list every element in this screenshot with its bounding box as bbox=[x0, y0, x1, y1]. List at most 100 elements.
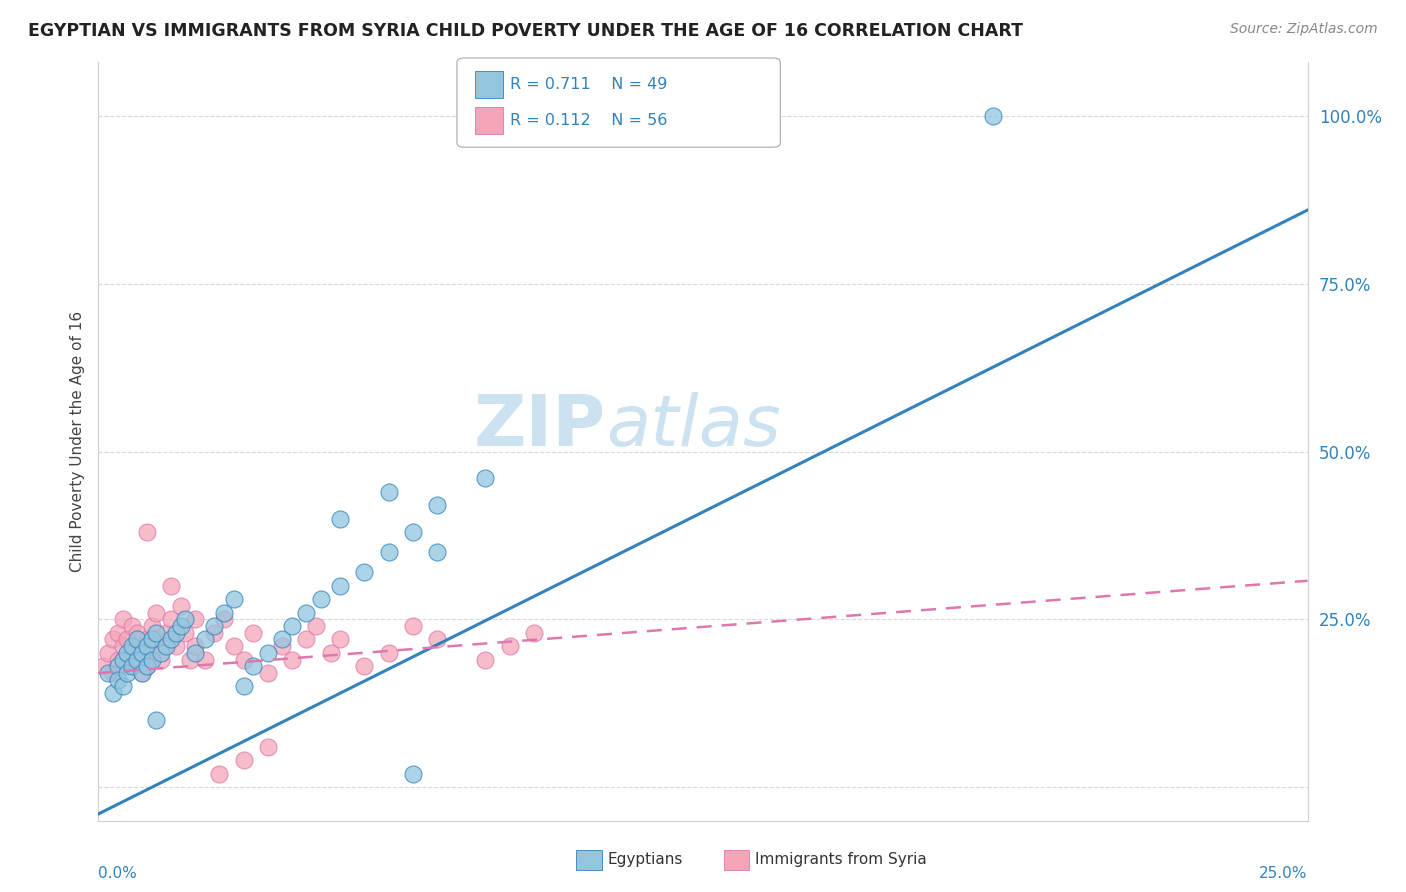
Point bbox=[271, 632, 294, 647]
Point bbox=[204, 619, 226, 633]
Point bbox=[319, 646, 342, 660]
Point bbox=[155, 625, 177, 640]
Point bbox=[131, 646, 153, 660]
Point bbox=[117, 666, 139, 681]
Point bbox=[131, 639, 153, 653]
Point bbox=[160, 612, 183, 626]
Point bbox=[117, 632, 139, 647]
Point bbox=[127, 632, 149, 647]
Text: R = 0.711    N = 49: R = 0.711 N = 49 bbox=[510, 78, 668, 92]
Point bbox=[212, 606, 235, 620]
Point bbox=[232, 652, 254, 666]
Point bbox=[184, 646, 207, 660]
Text: 0.0%: 0.0% bbox=[98, 866, 138, 881]
Point bbox=[232, 753, 254, 767]
Point bbox=[498, 639, 520, 653]
Text: EGYPTIAN VS IMMIGRANTS FROM SYRIA CHILD POVERTY UNDER THE AGE OF 16 CORRELATION : EGYPTIAN VS IMMIGRANTS FROM SYRIA CHILD … bbox=[28, 22, 1024, 40]
Point bbox=[141, 646, 163, 660]
Point bbox=[232, 680, 254, 694]
Point bbox=[135, 659, 157, 673]
Point bbox=[121, 619, 143, 633]
Point bbox=[155, 639, 177, 653]
Point bbox=[107, 652, 129, 666]
Point bbox=[295, 606, 318, 620]
Point bbox=[242, 659, 264, 673]
Text: Egyptians: Egyptians bbox=[607, 853, 683, 867]
Point bbox=[377, 545, 399, 559]
Point bbox=[305, 619, 328, 633]
Point bbox=[117, 659, 139, 673]
Point bbox=[212, 612, 235, 626]
Point bbox=[121, 659, 143, 673]
Point bbox=[981, 109, 1004, 123]
Point bbox=[135, 632, 157, 647]
Point bbox=[145, 713, 167, 727]
Point bbox=[135, 659, 157, 673]
Point bbox=[174, 625, 197, 640]
Text: Immigrants from Syria: Immigrants from Syria bbox=[755, 853, 927, 867]
Point bbox=[204, 625, 226, 640]
Point bbox=[474, 652, 496, 666]
Text: R = 0.112    N = 56: R = 0.112 N = 56 bbox=[510, 113, 668, 128]
Point bbox=[91, 659, 114, 673]
Point bbox=[329, 512, 352, 526]
Text: atlas: atlas bbox=[606, 392, 780, 461]
Point bbox=[131, 666, 153, 681]
Point bbox=[329, 632, 352, 647]
Point bbox=[111, 639, 134, 653]
Point bbox=[194, 632, 217, 647]
Point bbox=[135, 525, 157, 540]
Point bbox=[111, 680, 134, 694]
Point bbox=[208, 766, 231, 780]
Point bbox=[131, 666, 153, 681]
Point bbox=[256, 646, 278, 660]
Point bbox=[111, 612, 134, 626]
Point bbox=[402, 525, 425, 540]
Point bbox=[101, 666, 124, 681]
Point bbox=[281, 619, 304, 633]
Point bbox=[184, 639, 207, 653]
Point bbox=[377, 484, 399, 499]
Point bbox=[426, 545, 449, 559]
Point bbox=[165, 639, 187, 653]
Point bbox=[174, 612, 197, 626]
Point bbox=[295, 632, 318, 647]
Point bbox=[256, 739, 278, 754]
Point bbox=[145, 625, 167, 640]
Point bbox=[107, 625, 129, 640]
Text: ZIP: ZIP bbox=[474, 392, 606, 461]
Point bbox=[101, 632, 124, 647]
Point bbox=[97, 666, 120, 681]
Point bbox=[256, 666, 278, 681]
Point bbox=[353, 566, 375, 580]
Point bbox=[169, 619, 191, 633]
Point bbox=[222, 592, 245, 607]
Point bbox=[141, 619, 163, 633]
Point bbox=[169, 599, 191, 613]
Point bbox=[353, 659, 375, 673]
Point bbox=[222, 639, 245, 653]
Point bbox=[101, 686, 124, 700]
Point bbox=[135, 639, 157, 653]
Point bbox=[141, 632, 163, 647]
Point bbox=[179, 652, 201, 666]
Point bbox=[474, 471, 496, 485]
Point bbox=[160, 632, 183, 647]
Point bbox=[165, 625, 187, 640]
Point bbox=[111, 652, 134, 666]
Point bbox=[194, 652, 217, 666]
Point bbox=[402, 619, 425, 633]
Point bbox=[97, 646, 120, 660]
Text: 25.0%: 25.0% bbox=[1260, 866, 1308, 881]
Point bbox=[107, 673, 129, 687]
Point bbox=[426, 498, 449, 512]
Point bbox=[160, 579, 183, 593]
Point bbox=[141, 652, 163, 666]
Point bbox=[377, 646, 399, 660]
Point bbox=[127, 652, 149, 666]
Point bbox=[402, 766, 425, 780]
Point bbox=[150, 652, 173, 666]
Y-axis label: Child Poverty Under the Age of 16: Child Poverty Under the Age of 16 bbox=[69, 311, 84, 572]
Point bbox=[145, 632, 167, 647]
Point bbox=[426, 632, 449, 647]
